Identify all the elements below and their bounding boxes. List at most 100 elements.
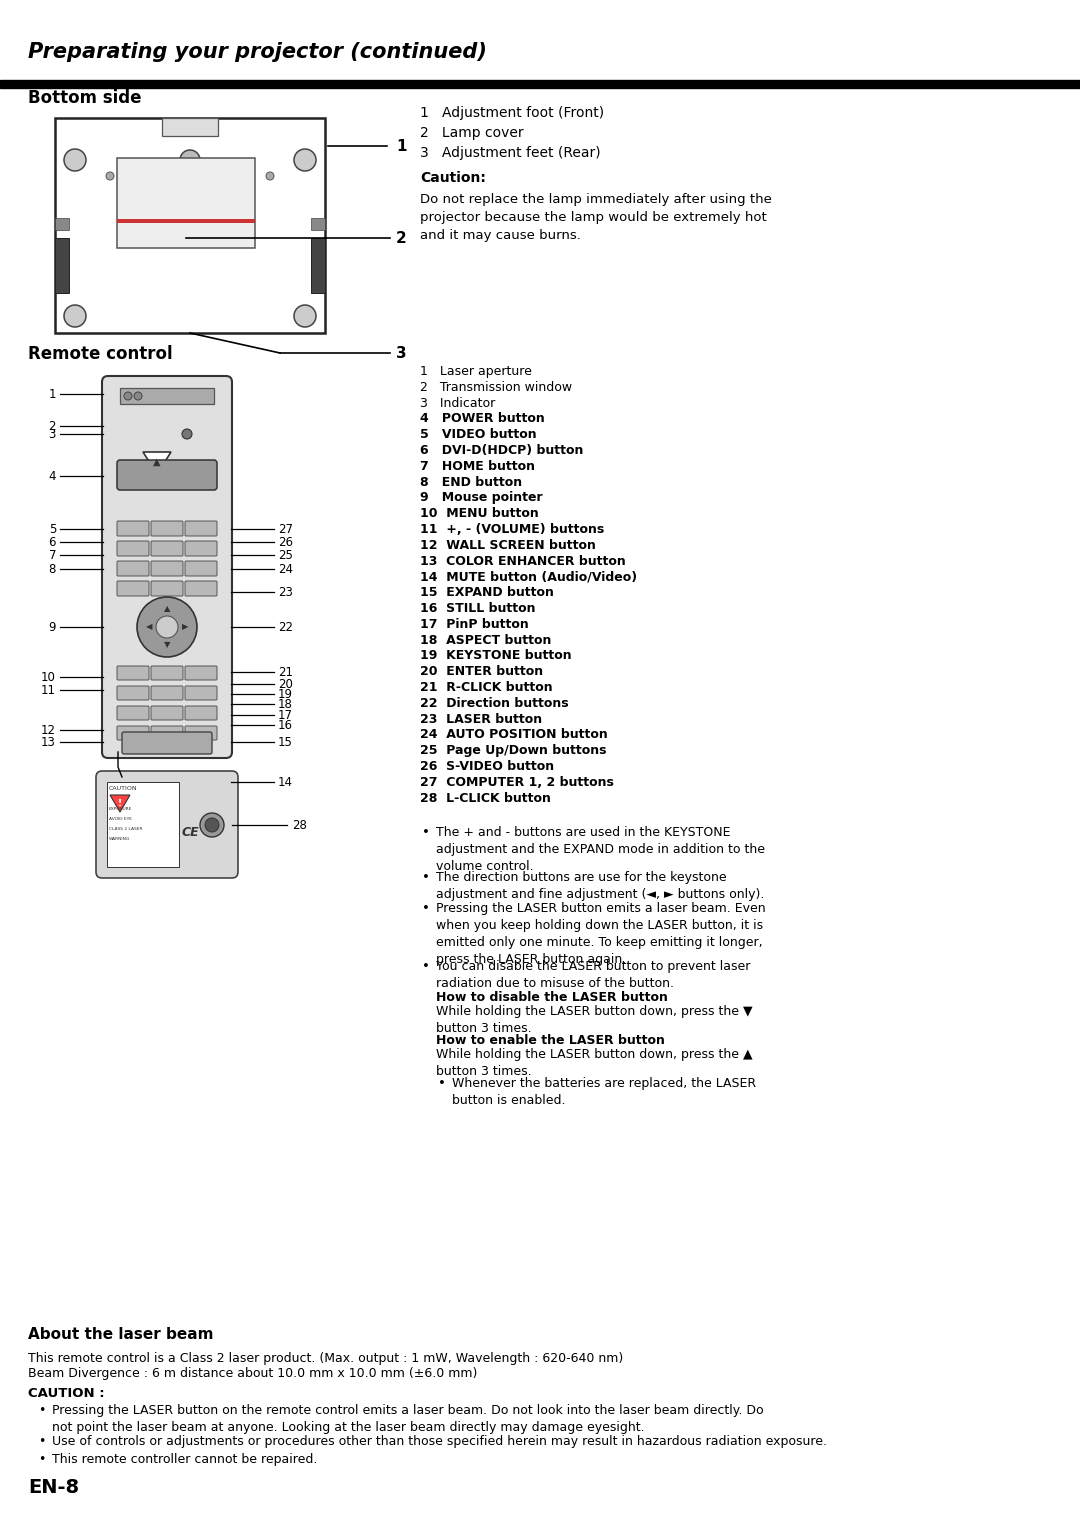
Bar (0, 79, 1080, 89)
Text: Bottom side: Bottom side (28, 89, 141, 107)
Text: 15: 15 (278, 735, 293, 749)
Bar (55, 219, 69, 231)
Text: 2: 2 (49, 420, 56, 432)
FancyBboxPatch shape (185, 726, 217, 740)
Text: 12  WALL SCREEN button: 12 WALL SCREEN button (420, 539, 596, 552)
FancyBboxPatch shape (151, 521, 183, 536)
Text: 8   END button: 8 END button (420, 475, 522, 489)
Text: 19  KEYSTONE button: 19 KEYSTONE button (420, 649, 571, 663)
Text: Pressing the LASER button emits a laser beam. Even
when you keep holding down th: Pressing the LASER button emits a laser … (436, 902, 766, 966)
Text: 4: 4 (49, 469, 56, 483)
Circle shape (205, 817, 219, 833)
Text: ▲: ▲ (153, 457, 161, 468)
Text: 8: 8 (49, 562, 56, 576)
Text: CLASS 2 LASER: CLASS 2 LASER (109, 827, 143, 831)
Text: 17: 17 (278, 709, 293, 721)
Text: 2   Transmission window: 2 Transmission window (420, 380, 572, 394)
Text: 9: 9 (49, 620, 56, 634)
Bar (311, 219, 325, 231)
Circle shape (156, 616, 178, 639)
Text: 7: 7 (49, 549, 56, 561)
Text: ▲: ▲ (164, 605, 171, 614)
Text: 25  Page Up/Down buttons: 25 Page Up/Down buttons (420, 744, 607, 758)
Text: 13  COLOR ENHANCER button: 13 COLOR ENHANCER button (420, 555, 625, 567)
FancyBboxPatch shape (185, 686, 217, 700)
Bar (120, 388, 214, 403)
Circle shape (64, 150, 86, 171)
Text: •: • (422, 871, 430, 883)
Text: The + and - buttons are used in the KEYSTONE
adjustment and the EXPAND mode in a: The + and - buttons are used in the KEYS… (436, 827, 765, 874)
Text: 6: 6 (49, 535, 56, 549)
Text: 26: 26 (278, 535, 293, 549)
FancyBboxPatch shape (185, 666, 217, 680)
FancyBboxPatch shape (185, 706, 217, 720)
Text: 10: 10 (41, 671, 56, 683)
Text: About the laser beam: About the laser beam (28, 1326, 214, 1342)
Polygon shape (143, 452, 171, 474)
Text: While holding the LASER button down, press the ▲
button 3 times.: While holding the LASER button down, pre… (436, 1048, 753, 1077)
Text: 1: 1 (49, 388, 56, 400)
FancyBboxPatch shape (117, 521, 149, 536)
Text: 22  Direction buttons: 22 Direction buttons (420, 697, 569, 711)
Text: This remote controller cannot be repaired.: This remote controller cannot be repaire… (52, 1453, 318, 1465)
Text: 14  MUTE button (Audio/Video): 14 MUTE button (Audio/Video) (420, 570, 637, 584)
Circle shape (200, 813, 224, 837)
Text: •: • (422, 902, 430, 915)
FancyBboxPatch shape (185, 581, 217, 596)
FancyBboxPatch shape (185, 521, 217, 536)
Text: Pressing the LASER button on the remote control emits a laser beam. Do not look : Pressing the LASER button on the remote … (52, 1404, 764, 1433)
FancyBboxPatch shape (151, 666, 183, 680)
FancyBboxPatch shape (151, 686, 183, 700)
Text: Beam Divergence : 6 m distance about 10.0 mm x 10.0 mm (±6.0 mm): Beam Divergence : 6 m distance about 10.… (28, 1368, 477, 1380)
Text: This remote control is a Class 2 laser product. (Max. output : 1 mW, Wavelength : This remote control is a Class 2 laser p… (28, 1352, 623, 1365)
Text: 16: 16 (278, 718, 293, 732)
FancyBboxPatch shape (151, 541, 183, 556)
Text: CAUTION :: CAUTION : (28, 1387, 105, 1400)
Text: •: • (438, 1077, 446, 1089)
FancyBboxPatch shape (117, 581, 149, 596)
Text: The direction buttons are use for the keystone
adjustment and fine adjustment (◄: The direction buttons are use for the ke… (436, 871, 765, 902)
Text: 16  STILL button: 16 STILL button (420, 602, 536, 614)
Text: While holding the LASER button down, press the ▼
button 3 times.: While holding the LASER button down, pre… (436, 1005, 753, 1034)
Text: 18: 18 (278, 697, 293, 711)
Text: How to disable the LASER button: How to disable the LASER button (436, 990, 667, 1004)
Circle shape (137, 597, 197, 657)
FancyBboxPatch shape (117, 460, 217, 490)
Text: !: ! (118, 799, 122, 807)
Text: 15  EXPAND button: 15 EXPAND button (420, 587, 554, 599)
Text: Caution:: Caution: (420, 171, 486, 185)
Text: 21  R-CLICK button: 21 R-CLICK button (420, 681, 553, 694)
FancyBboxPatch shape (117, 706, 149, 720)
Text: 2: 2 (396, 231, 407, 246)
FancyBboxPatch shape (151, 561, 183, 576)
FancyBboxPatch shape (122, 732, 212, 753)
Circle shape (180, 150, 200, 170)
Bar (117, 157, 255, 248)
Text: Use of controls or adjustments or procedures other than those specified herein m: Use of controls or adjustments or proced… (52, 1435, 827, 1449)
Text: You can disable the LASER button to prevent laser
radiation due to misuse of the: You can disable the LASER button to prev… (436, 960, 751, 990)
Text: AVOID EYE: AVOID EYE (109, 817, 132, 821)
Text: 24  AUTO POSITION button: 24 AUTO POSITION button (420, 729, 608, 741)
Text: 24: 24 (278, 562, 293, 576)
Text: 2   Lamp cover: 2 Lamp cover (420, 125, 524, 141)
Text: 4   POWER button: 4 POWER button (420, 413, 544, 425)
Text: 17  PinP button: 17 PinP button (420, 617, 529, 631)
Bar (117, 219, 255, 223)
Circle shape (183, 429, 192, 439)
Text: EXPOSURE: EXPOSURE (109, 807, 133, 811)
Circle shape (134, 393, 141, 400)
Text: 22: 22 (278, 620, 293, 634)
Text: 11: 11 (41, 683, 56, 697)
Bar (311, 238, 325, 293)
Text: 5   VIDEO button: 5 VIDEO button (420, 428, 537, 442)
Bar (107, 782, 179, 866)
Text: 13: 13 (41, 735, 56, 749)
Circle shape (64, 306, 86, 327)
Text: 27  COMPUTER 1, 2 buttons: 27 COMPUTER 1, 2 buttons (420, 776, 613, 788)
Text: 27: 27 (278, 523, 293, 535)
Text: 1   Adjustment foot (Front): 1 Adjustment foot (Front) (420, 105, 604, 121)
Text: 5: 5 (49, 523, 56, 535)
Text: 6   DVI-D(HDCP) button: 6 DVI-D(HDCP) button (420, 445, 583, 457)
Text: •: • (422, 960, 430, 973)
Text: How to enable the LASER button: How to enable the LASER button (436, 1034, 665, 1047)
